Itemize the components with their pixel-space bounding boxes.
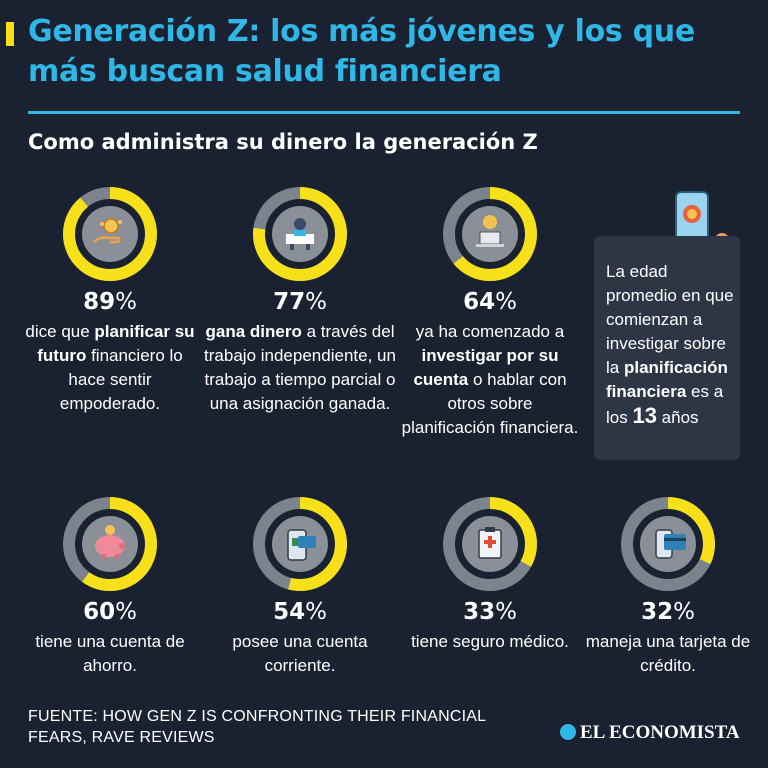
stat-savings: 60% tiene una cuenta de ahorro. — [22, 496, 198, 678]
percent-sign: % — [495, 599, 517, 625]
donut-arc-savings — [63, 497, 157, 591]
desc-text: o hablar con otros sobre planificación f… — [401, 370, 579, 437]
callout-bold: planificación financiera — [606, 358, 728, 401]
callout-text: La edad promedio en que comienzan a inve… — [606, 260, 736, 430]
callout-mid: es a los — [606, 382, 724, 427]
icon-disc — [82, 206, 138, 262]
percent-sign: % — [115, 289, 137, 315]
stat-description: maneja una tarjeta de crédito. — [578, 630, 758, 678]
desc-bold: investigar por su cuenta — [413, 346, 559, 389]
publisher-name: EL ECONOMISTA — [580, 722, 740, 743]
desc-bold: planificar su futuro — [37, 322, 195, 365]
desc-bold: gana dinero — [205, 322, 302, 341]
stat-planning: 89% dice que planificar su futuro financ… — [22, 186, 198, 416]
percent-sign: % — [305, 599, 327, 625]
stat-description: tiene una cuenta de ahorro. — [22, 630, 198, 678]
desc-text: a través del trabajo independiente, un t… — [204, 322, 396, 413]
publisher-logo: EL ECONOMISTA — [560, 722, 740, 744]
stat-number: 33 — [463, 599, 496, 625]
title-accent-bar — [6, 22, 14, 46]
stat-description: gana dinero a través del trabajo indepen… — [202, 320, 398, 416]
logo-mark-icon — [560, 724, 576, 740]
stat-description: posee una cuenta corriente. — [210, 630, 390, 678]
stat-value: 77% — [202, 288, 398, 316]
donut-arc-research — [443, 187, 537, 281]
chart-subtitle: Como administra su dinero la generación … — [28, 130, 538, 154]
credit-card-icon — [655, 529, 686, 559]
desc-text: maneja una tarjeta de crédito. — [585, 632, 751, 675]
stat-earning: 77% gana dinero a través del trabajo ind… — [202, 186, 398, 416]
stat-description: dice que planificar su futuro financiero… — [22, 320, 198, 416]
title-divider — [28, 111, 740, 114]
donut-arc-planning — [63, 187, 157, 281]
desc-text: tiene una cuenta de ahorro. — [35, 632, 185, 675]
stat-description: ya ha comenzado a investigar por su cuen… — [400, 320, 580, 440]
percent-sign: % — [673, 599, 695, 625]
freelancer-desk-icon — [286, 218, 314, 250]
callout-box — [594, 236, 740, 460]
stat-number: 89 — [83, 289, 116, 315]
page-title: Generación Z: los más jóvenes y los que … — [28, 14, 695, 89]
percent-sign: % — [115, 599, 137, 625]
donut-arc-health — [443, 497, 537, 591]
desc-text: ya ha comenzado a — [415, 322, 565, 341]
percent-sign: % — [305, 289, 327, 315]
stat-number: 60 — [83, 599, 116, 625]
donut-chart — [253, 187, 347, 281]
stat-value: 64% — [400, 288, 580, 316]
stat-number: 54 — [273, 599, 306, 625]
stat-credit-card: 32% maneja una tarjeta de crédito. — [578, 496, 758, 678]
laptop-user-icon — [476, 215, 504, 247]
hand-coins-icon — [93, 218, 122, 244]
stat-value: 33% — [400, 598, 580, 626]
donut-chart — [443, 187, 537, 281]
donut-chart — [253, 497, 347, 591]
donut-chart — [443, 497, 537, 591]
mobile-banking-icon — [287, 529, 316, 561]
stat-health-insurance: 33% tiene seguro médico. — [400, 496, 580, 654]
stat-value: 60% — [22, 598, 198, 626]
callout-pre: La edad promedio en que comienzan a inve… — [606, 262, 734, 377]
source-note: FUENTE: HOW GEN Z IS CONFRONTING THEIR F… — [28, 708, 486, 746]
donut-arc-earning — [253, 187, 347, 281]
stat-number: 32 — [641, 599, 674, 625]
desc-text: tiene seguro médico. — [411, 632, 569, 651]
stat-research: 64% ya ha comenzado a investigar por su … — [400, 186, 580, 440]
desc-text: dice que — [25, 322, 95, 341]
desc-text: posee una cuenta corriente. — [232, 632, 368, 675]
stat-description: tiene seguro médico. — [400, 630, 580, 654]
desc-text: financiero lo hace sentir empoderado. — [59, 346, 183, 413]
stat-value: 89% — [22, 288, 198, 316]
stat-number: 77 — [273, 289, 306, 315]
donut-chart — [63, 187, 157, 281]
stat-value: 32% — [578, 598, 758, 626]
callout-age: 13 — [632, 403, 657, 428]
percent-sign: % — [495, 289, 517, 315]
stat-number: 64 — [463, 289, 496, 315]
callout-post: años — [656, 408, 699, 427]
donut-chart — [63, 497, 157, 591]
piggy-bank-icon — [95, 525, 125, 559]
donut-arc-credit — [621, 497, 715, 591]
stat-checking: 54% posee una cuenta corriente. — [210, 496, 390, 678]
donut-chart — [621, 497, 715, 591]
donut-arc-checking — [253, 497, 347, 591]
medical-clipboard-icon — [478, 527, 502, 559]
stat-value: 54% — [210, 598, 390, 626]
